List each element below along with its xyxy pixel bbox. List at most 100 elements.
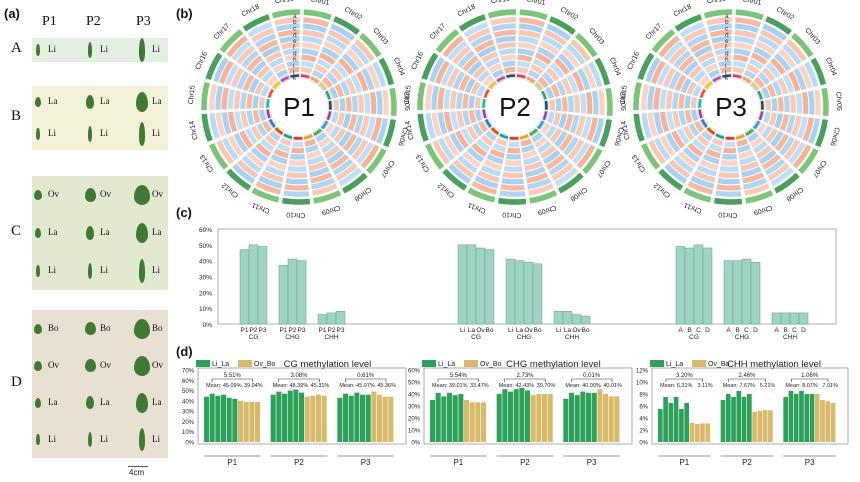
chromosome-label: Chr04 [824,57,838,77]
methylation-track [215,85,224,111]
track-label: j [724,69,726,76]
x-tick-label: Li [556,327,561,334]
methylation-track [722,147,737,154]
methylation-track [474,109,483,122]
methylation-track [470,80,482,96]
x-tick-label: Ov [476,327,485,334]
circos-center-label: P3 [715,92,747,122]
group-label: CHH [324,334,338,340]
methylation-track [557,52,576,72]
leaf-image [85,226,95,240]
chromosome-label: Chr01 [526,0,546,7]
methylation-track [537,76,550,89]
chromosome-label: Chr10 [718,211,737,219]
methylation-track [582,64,597,89]
methylation-track [487,62,503,74]
chromosome-color-segment [271,80,282,90]
chromosome-label: Chr03 [371,27,389,46]
chromosome-band [640,142,661,171]
methylation-track [541,71,555,86]
methylation-track [328,86,339,100]
methylation-track [757,34,780,52]
chromosome-band [773,172,801,195]
bar [762,410,768,442]
methylation-track [733,35,756,46]
y-tick-label: 20% [199,290,212,297]
methylation-track [680,77,693,94]
methylation-track [532,57,549,71]
chromosome-color-segment [528,128,539,137]
y-tick-label: 0% [185,441,194,447]
chromosome-color-segment [516,73,527,80]
methylation-track [496,41,517,51]
track-label: h [725,56,729,63]
methylation-track [282,189,310,198]
chromosome-band [417,113,430,143]
methylation-track [773,52,792,72]
circos-center [702,78,760,136]
methylation-track [653,111,665,136]
methylation-track [533,135,549,149]
methylation-track [282,47,300,56]
methylation-track [769,57,787,76]
methylation-track [441,35,465,58]
methylation-track [551,162,575,182]
methylation-track [743,69,757,81]
methylation-track [795,92,803,115]
chromosome-label: Chr12 [221,181,240,199]
methylation-track [755,144,773,160]
chromosome-band [281,197,311,206]
chromosome-band [497,197,527,206]
methylation-track [278,35,301,45]
methylation-track [499,183,526,191]
methylation-track [692,84,703,98]
methylation-track [265,74,279,87]
methylation-track [671,110,682,129]
methylation-track [431,112,443,138]
methylation-track [569,38,592,63]
bar [441,396,447,442]
methylation-track [470,180,498,196]
methylation-track [320,46,340,61]
methylation-track [447,163,472,185]
methylation-track [230,39,253,62]
methylation-track [481,74,495,87]
leaf-image [35,97,41,107]
methylation-track [332,98,340,112]
bar [287,390,293,442]
chromosome-label: Chr04 [608,57,622,77]
chromosome-band [764,15,793,36]
methylation-track [474,96,482,109]
bar [502,389,508,442]
methylation-track [708,142,723,153]
bar [536,394,542,442]
mean-label: Mean: 45.09% [206,383,242,389]
y-tick-label: 50% [408,381,421,387]
methylation-track [761,66,776,82]
leaf-image [134,355,150,376]
chromosome-label: Chr06 [396,126,408,146]
chromosome-color-segment [703,80,714,90]
methylation-track [330,111,340,124]
mean-label: Mean: 7.67% [723,383,756,389]
methylation-track [662,39,685,62]
methylation-track [345,47,365,69]
bar [542,394,548,442]
methylation-track [466,125,480,142]
circos-center-label: P1 [283,92,315,122]
difference-bracket [437,378,479,382]
bar [270,394,276,442]
methylation-track [493,29,517,39]
mean-label: 45.31% [311,383,330,389]
bar [804,394,810,442]
x-tick-label: P2 [250,327,258,334]
bar [679,409,684,442]
methylation-track [326,149,346,165]
methylation-track [502,171,524,179]
bar [684,403,689,442]
methylation-track [334,83,345,98]
group-label: CHG [735,334,749,340]
methylation-track [544,86,555,100]
difference-bracket [278,378,320,382]
methylation-track [468,109,477,124]
